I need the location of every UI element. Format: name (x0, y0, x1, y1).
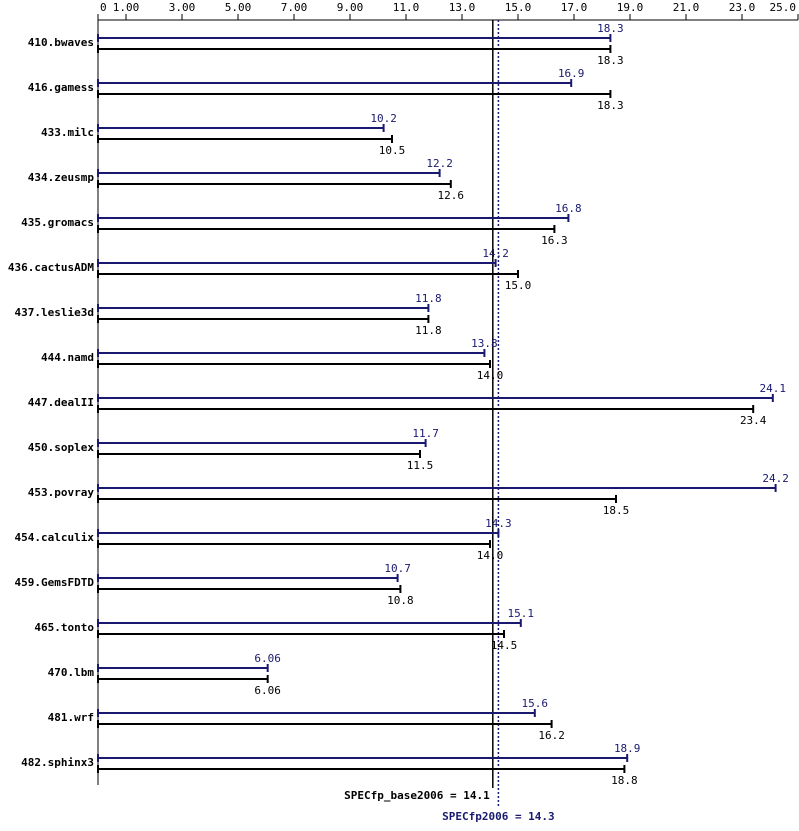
value-label: 10.7 (384, 562, 411, 575)
value-label: 10.2 (370, 112, 397, 125)
value-label: 10.8 (387, 594, 414, 607)
value-label: 11.8 (415, 324, 442, 337)
x-tick-label: 25.0 (770, 1, 797, 14)
value-label: 18.9 (614, 742, 641, 755)
value-label: 11.5 (407, 459, 434, 472)
category-label: 470.lbm (48, 666, 95, 679)
value-label: 13.8 (471, 337, 498, 350)
category-label: 416.gamess (28, 81, 94, 94)
x-tick-label: 19.0 (617, 1, 644, 14)
category-label: 410.bwaves (28, 36, 94, 49)
value-label: 15.0 (505, 279, 532, 292)
value-label: 16.3 (541, 234, 568, 247)
category-label: 435.gromacs (21, 216, 94, 229)
value-label: 16.9 (558, 67, 585, 80)
value-label: 11.8 (415, 292, 442, 305)
value-label: 14.0 (477, 369, 504, 382)
x-tick-label: 17.0 (561, 1, 588, 14)
x-tick-label: 0 (100, 1, 107, 14)
x-tick-label: 9.00 (337, 1, 364, 14)
value-label: 24.1 (760, 382, 787, 395)
value-label: 14.2 (482, 247, 509, 260)
category-label: 447.dealII (28, 396, 94, 409)
category-label: 450.soplex (28, 441, 95, 454)
value-label: 15.6 (522, 697, 549, 710)
value-label: 18.3 (597, 99, 624, 112)
category-label: 434.zeusmp (28, 171, 95, 184)
value-label: 18.3 (597, 54, 624, 67)
value-label: 24.2 (762, 472, 789, 485)
value-label: 18.5 (603, 504, 630, 517)
value-label: 16.8 (555, 202, 582, 215)
value-label: 14.5 (491, 639, 518, 652)
x-tick-label: 3.00 (169, 1, 196, 14)
value-label: 23.4 (740, 414, 767, 427)
value-label: 14.3 (485, 517, 512, 530)
value-label: 15.1 (508, 607, 535, 620)
category-label: 437.leslie3d (15, 306, 94, 319)
value-label: 6.06 (254, 652, 281, 665)
x-tick-label: 21.0 (673, 1, 700, 14)
value-label: 10.5 (379, 144, 406, 157)
value-label: 6.06 (254, 684, 281, 697)
category-label: 482.sphinx3 (21, 756, 94, 769)
reference-label: SPECfp_base2006 = 14.1 (344, 789, 490, 802)
category-label: 481.wrf (48, 711, 94, 724)
value-label: 18.8 (611, 774, 638, 787)
value-label: 18.3 (597, 22, 624, 35)
x-tick-label: 13.0 (449, 1, 476, 14)
value-label: 11.7 (412, 427, 439, 440)
x-tick-label: 23.0 (729, 1, 756, 14)
x-tick-label: 11.0 (393, 1, 420, 14)
reference-label: SPECfp2006 = 14.3 (442, 810, 555, 823)
category-label: 453.povray (28, 486, 95, 499)
value-label: 12.6 (438, 189, 465, 202)
x-tick-label: 15.0 (505, 1, 532, 14)
x-tick-label: 1.00 (113, 1, 140, 14)
category-label: 444.namd (41, 351, 94, 364)
value-label: 16.2 (538, 729, 565, 742)
category-label: 436.cactusADM (8, 261, 94, 274)
category-label: 465.tonto (34, 621, 94, 634)
x-tick-label: 7.00 (281, 1, 308, 14)
category-label: 454.calculix (15, 531, 95, 544)
value-label: 12.2 (426, 157, 453, 170)
category-label: 433.milc (41, 126, 94, 139)
value-label: 14.0 (477, 549, 504, 562)
category-label: 459.GemsFDTD (15, 576, 95, 589)
x-tick-label: 5.00 (225, 1, 252, 14)
